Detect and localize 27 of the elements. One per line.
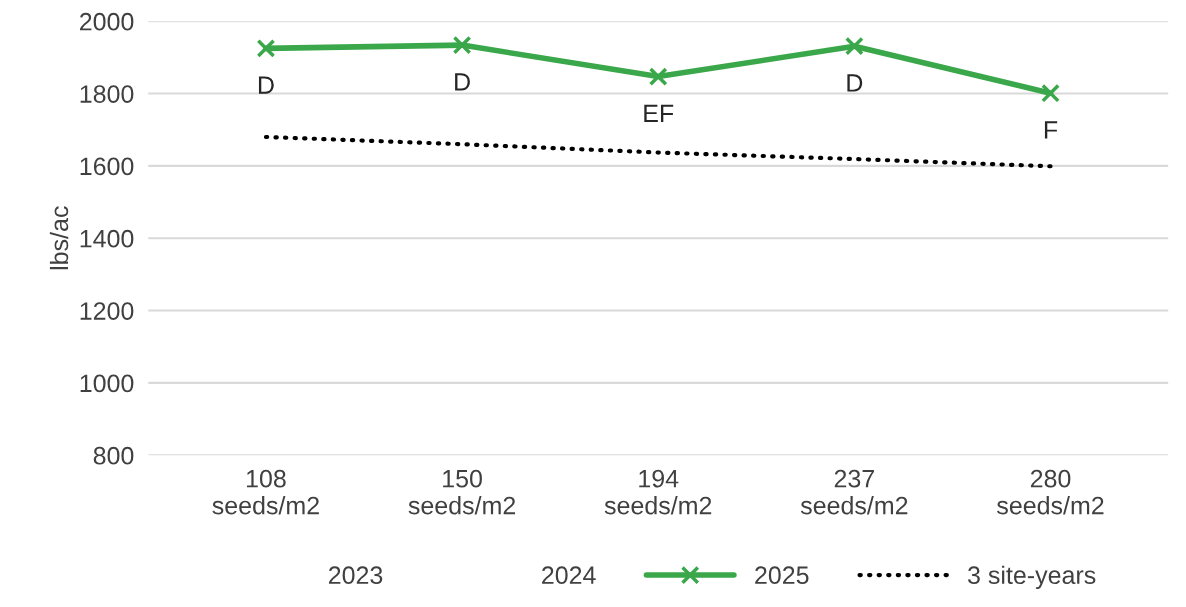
x-tick-label: 237 seeds/m2 (800, 469, 908, 515)
annotation: D (847, 74, 863, 92)
y-axis-title: lbs/ac (49, 206, 69, 270)
point (1041, 83, 1060, 103)
y-tick-label: 1200 (80, 302, 134, 320)
legend-label: 3 site-years (968, 565, 1096, 589)
text: 2024 (542, 566, 596, 585)
point (256, 38, 276, 58)
x-tick-label: 280 seeds/m2 (997, 469, 1104, 515)
annotation: F (1044, 121, 1058, 139)
annotation: D (258, 76, 274, 94)
y-tick-label: 2000 (80, 12, 134, 31)
point (648, 67, 668, 86)
text: 2023 (328, 566, 383, 585)
x-tick-label: 194 seeds/m2 (604, 469, 712, 515)
y-tick-label: 1600 (80, 157, 134, 176)
x-tick-label: 108 seeds/m2 (212, 469, 319, 515)
annotation: D (455, 73, 470, 91)
legend-label: 2025 (755, 566, 809, 585)
point (452, 35, 472, 55)
y-tick-label: 800 (93, 446, 134, 465)
y-tick-label: 1400 (80, 229, 134, 248)
y-tick-label: 1000 (80, 374, 134, 393)
point (845, 36, 864, 56)
y-tick-label: 1800 (80, 85, 134, 103)
x-tick-label: 150 seeds/m2 (408, 469, 516, 515)
annotation: EF (644, 104, 674, 122)
